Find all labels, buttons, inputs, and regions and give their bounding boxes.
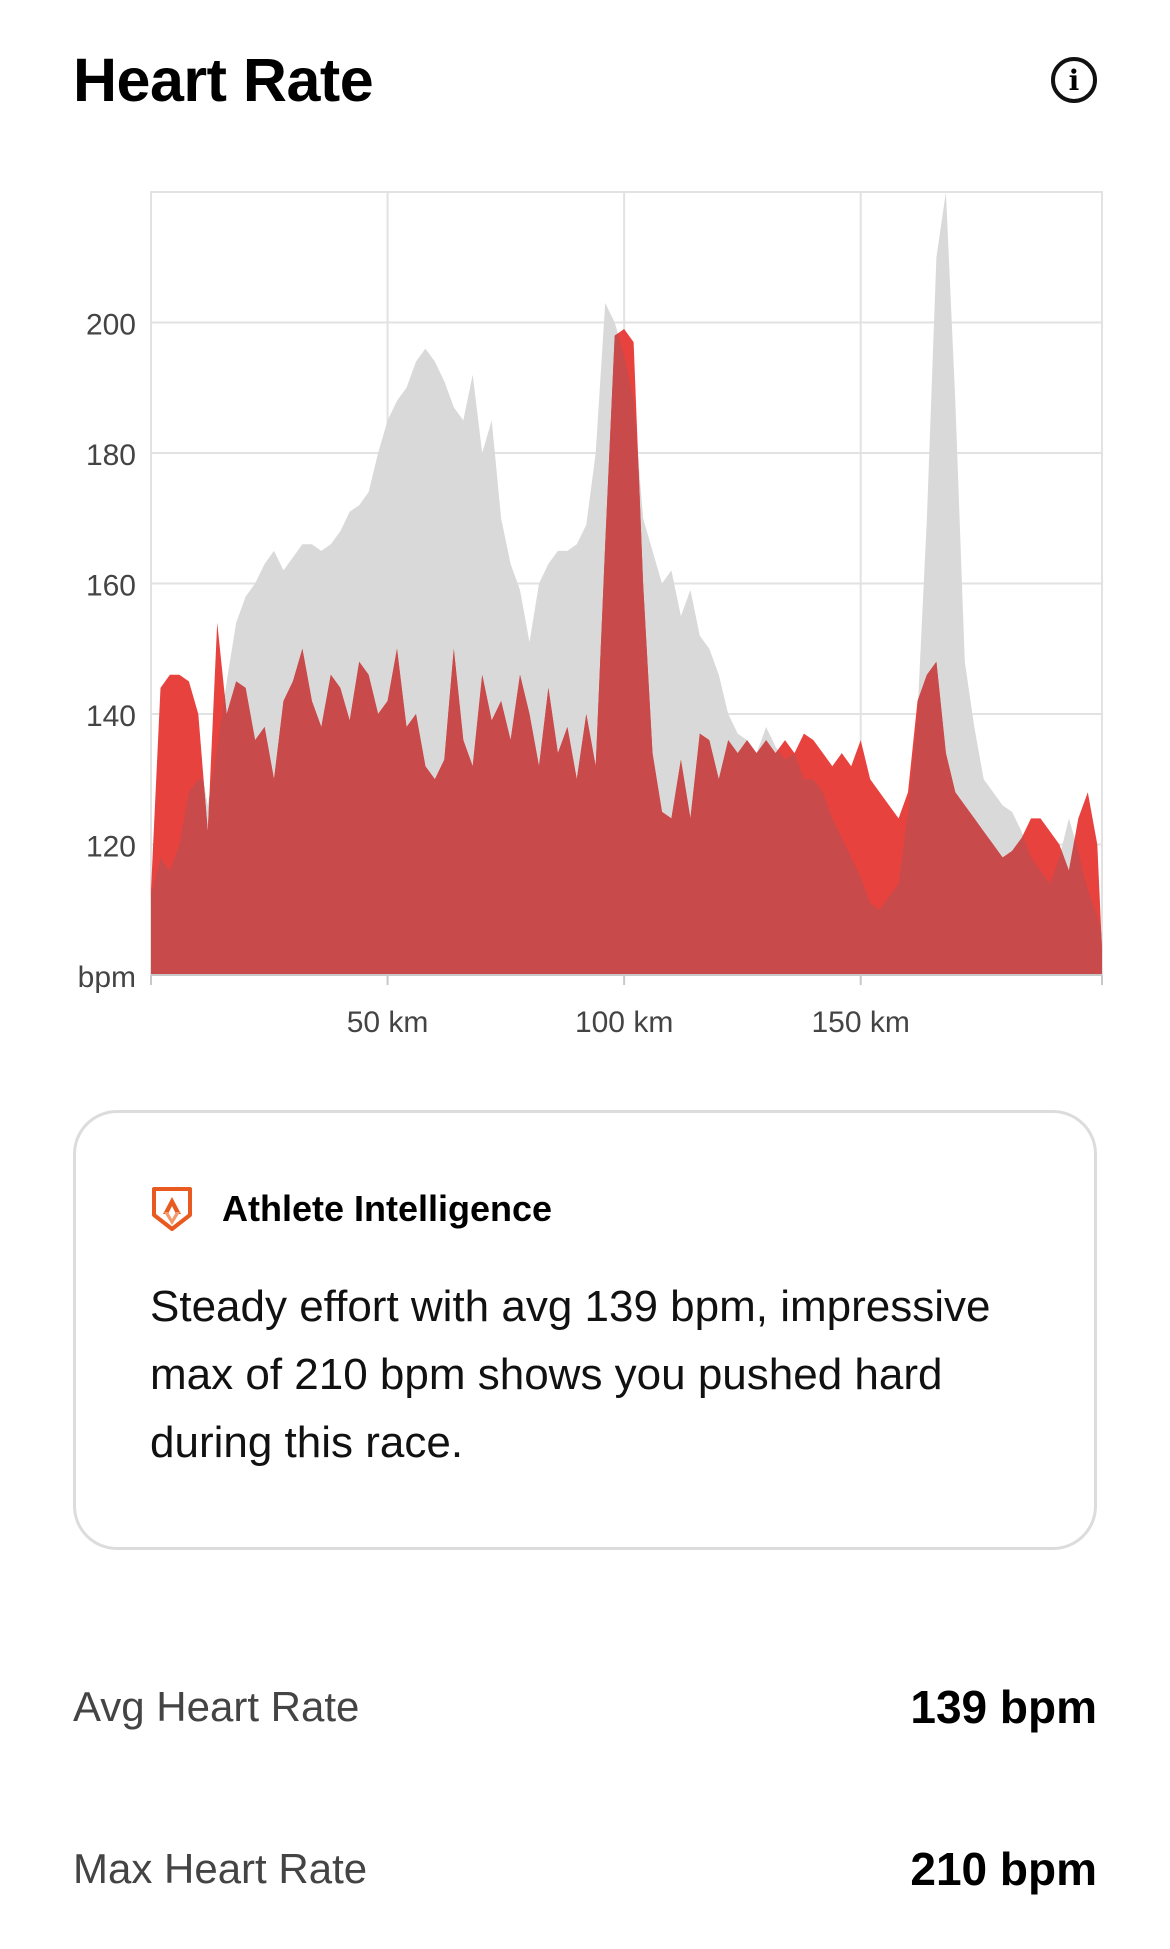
stat-label: Avg Heart Rate: [73, 1683, 360, 1730]
stat-row-max-heart-rate: Max Heart Rate 210 bpm: [73, 1842, 1097, 1896]
stat-row-avg-heart-rate: Avg Heart Rate 139 bpm: [73, 1680, 1097, 1734]
stat-value: 139 bpm: [910, 1681, 1097, 1733]
x-tick-label: 150 km: [812, 1006, 910, 1039]
heart-rate-chart: 120 140 160 180 200 bpm 50 km 100 km 150 km: [78, 191, 1103, 1039]
y-tick-label: 120: [86, 831, 136, 864]
y-tick-label: 140: [86, 700, 136, 733]
x-tick-label: 50 km: [347, 1006, 429, 1039]
stat-value: 210 bpm: [910, 1843, 1097, 1895]
y-tick-label: 200: [86, 309, 136, 342]
page-title: Heart Rate: [73, 46, 374, 114]
x-tick-label: 100 km: [575, 1006, 673, 1039]
strava-shield-icon: [152, 1187, 192, 1231]
y-tick-label: 180: [86, 439, 136, 472]
header: Heart Rate i: [73, 30, 1097, 130]
info-icon[interactable]: i: [1051, 57, 1097, 103]
ai-card-text: Steady effort with avg 139 bpm, impressi…: [150, 1282, 991, 1467]
ai-card-label: Athlete Intelligence: [222, 1188, 553, 1229]
y-unit-label: bpm: [78, 961, 136, 994]
ai-card-header: Athlete Intelligence: [150, 1185, 552, 1233]
athlete-intelligence-card: Athlete Intelligence Steady effort with …: [73, 1110, 1097, 1550]
y-tick-label: 160: [86, 570, 136, 603]
stat-label: Max Heart Rate: [73, 1845, 368, 1892]
